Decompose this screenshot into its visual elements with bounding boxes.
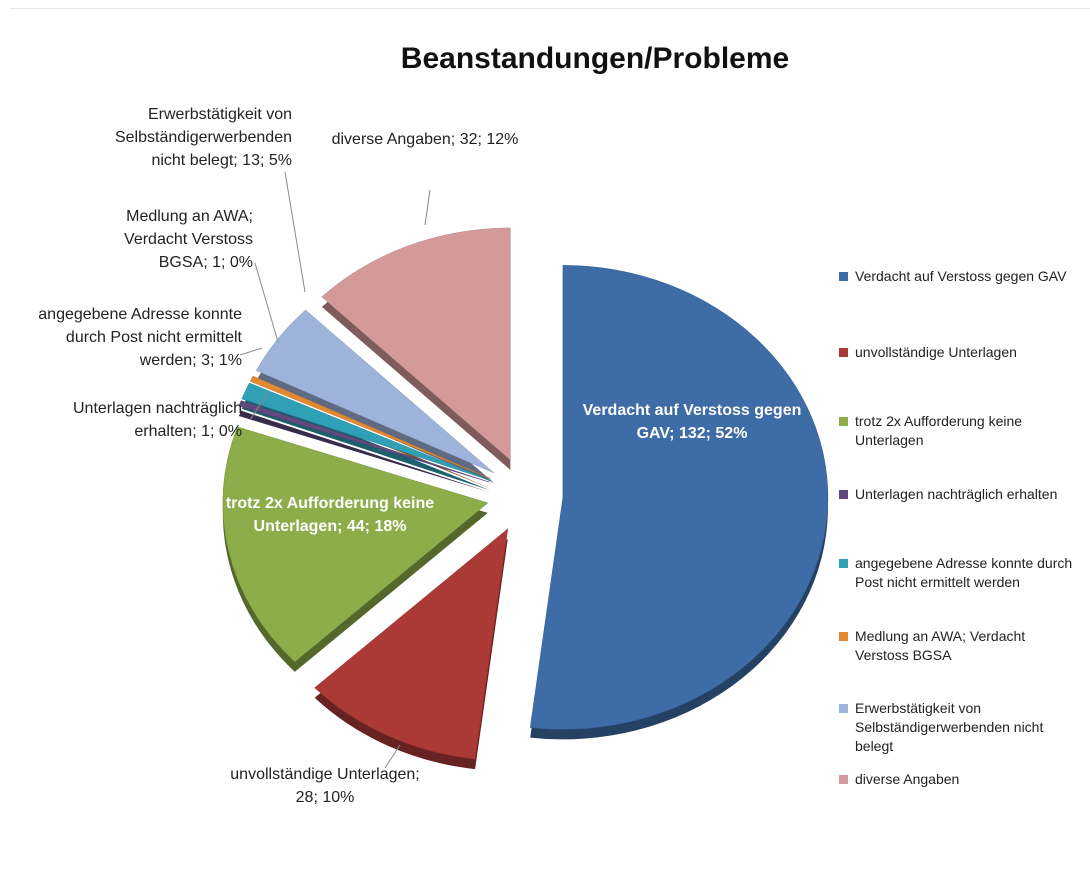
legend-swatch — [839, 559, 848, 568]
leader-line — [284, 171, 306, 293]
slice — [314, 528, 509, 760]
slice — [255, 309, 495, 474]
leader-line — [424, 189, 431, 226]
slice — [222, 426, 489, 663]
data-label: Verdacht auf Verstoss gegen GAV; 132; 52… — [582, 402, 802, 442]
data-label: Medlung an AWA; Verdacht Verstoss BGSA; … — [124, 208, 253, 271]
leader-line — [249, 391, 269, 421]
slice — [529, 265, 829, 730]
legend-entry: diverse Angaben — [855, 771, 960, 787]
legend-entry: Unterlagen nachträglich erhalten — [855, 486, 1058, 502]
data-label: diverse Angaben; 32; 12% — [331, 131, 519, 148]
legend-swatch — [839, 417, 848, 426]
data-label: unvollständige Unterlagen; 28; 10% — [230, 766, 420, 806]
leader-line — [254, 262, 279, 343]
legend-swatch — [839, 704, 848, 713]
legend-swatch — [839, 775, 848, 784]
data-label: angegebene Adresse konnte durch Post nic… — [38, 306, 242, 369]
data-label: trotz 2x Aufforderung keine Unterlagen; … — [225, 495, 435, 535]
legend-swatch — [839, 348, 848, 357]
legend-swatch — [839, 632, 848, 641]
legend-entry: unvollständige Unterlagen — [855, 344, 1017, 360]
leader-line — [384, 744, 401, 769]
data-label: Unterlagen nachträglich erhalten; 1; 0% — [73, 400, 242, 440]
slice — [249, 375, 491, 479]
legend-entry: trotz 2x Aufforderung keine Unterlagen — [855, 413, 1023, 448]
slice — [238, 400, 490, 483]
legend-entry: Erwerbstätigkeit von Selbständigerwerben… — [855, 700, 1044, 754]
slice — [241, 382, 491, 481]
legend-entry: Medlung an AWA; Verdacht Verstoss BGSA — [855, 628, 1026, 663]
legend-entry: Verdacht auf Verstoss gegen GAV — [855, 268, 1067, 284]
chart-title: Beanstandungen/Probleme — [400, 42, 790, 75]
legend-entry: angegebene Adresse konnte durch Post nic… — [855, 555, 1073, 590]
legend-swatch — [839, 272, 848, 281]
data-label: Erwerbstätigkeit von Selbständigerwerben… — [114, 106, 292, 169]
slice — [321, 227, 511, 461]
legend-swatch — [839, 490, 848, 499]
slice-side — [238, 410, 490, 493]
frame-line — [10, 8, 1090, 9]
leader-line — [239, 347, 263, 356]
